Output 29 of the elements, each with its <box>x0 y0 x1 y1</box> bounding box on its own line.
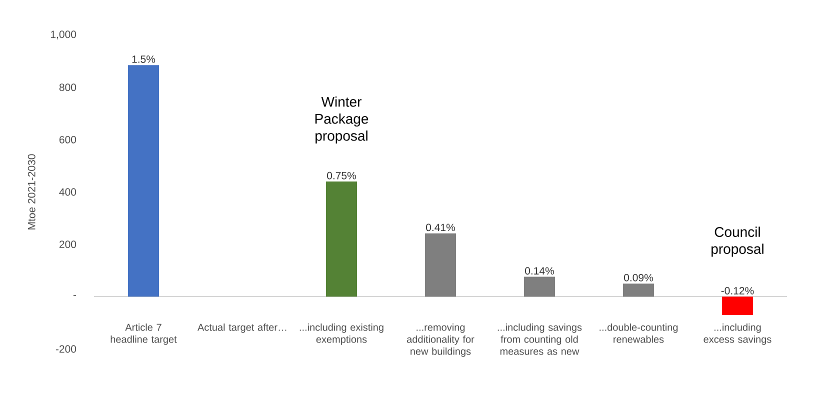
bar <box>622 284 654 297</box>
y-tick-label: - <box>73 295 76 296</box>
y-tick-label: 400 <box>59 188 76 196</box>
bar <box>722 296 753 315</box>
y-tick-label: 200 <box>59 240 76 248</box>
bar <box>425 233 456 297</box>
y-tick-label: 1,000 <box>51 30 76 40</box>
y-tick-label: 800 <box>59 84 76 92</box>
x-tick-label: ...removing additionality for new buildings <box>407 324 474 357</box>
annotation: 0.75% <box>327 172 356 180</box>
x-tick-label: ...including savings from counting old measures as new <box>498 324 582 355</box>
x-tick-label: ...including excess savings <box>704 324 772 345</box>
y-axis-title: Mtoe 2021-2030 <box>28 154 36 230</box>
annotation: 0.41% <box>426 224 455 232</box>
annotation: Winter Package proposal <box>315 96 368 144</box>
x-tick-label: Actual target after… <box>198 324 286 333</box>
annotation: Council proposal <box>712 226 764 257</box>
y-tick-label: 600 <box>59 136 76 144</box>
annotation: 1.5% <box>132 56 156 63</box>
annotation: 0.14% <box>525 267 554 275</box>
y-tick-label: -200 <box>56 345 76 353</box>
bar <box>128 65 160 297</box>
annotation: -0.12% <box>721 287 754 294</box>
bar <box>524 276 555 297</box>
x-tick-label: ...including existing exemptions <box>300 324 384 345</box>
bar <box>326 182 358 297</box>
x-tick-label: Article 7 headline target <box>110 324 177 345</box>
annotation: 0.09% <box>624 274 653 282</box>
x-tick-label: ...double-counting renewables <box>600 324 678 343</box>
